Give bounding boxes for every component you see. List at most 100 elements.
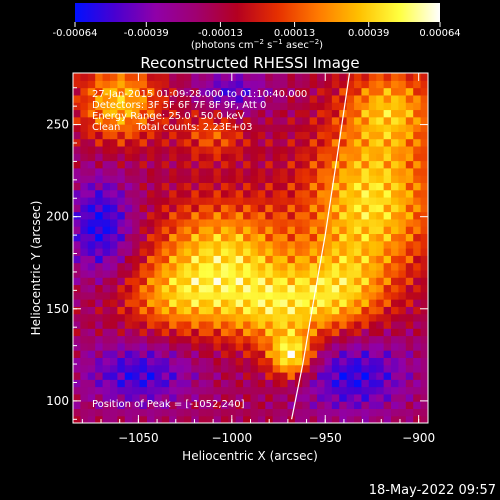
heatmap-cell: [117, 109, 126, 118]
heatmap-cell: [302, 364, 311, 373]
heatmap-cell: [287, 408, 296, 417]
heatmap-cell: [87, 255, 96, 264]
heatmap-cell: [294, 386, 303, 395]
heatmap-cell: [73, 211, 81, 220]
heatmap-cell: [405, 167, 414, 176]
heatmap-cell: [294, 153, 303, 162]
heatmap-cell: [95, 335, 104, 344]
heatmap-cell: [250, 211, 259, 220]
heatmap-cell: [73, 226, 81, 235]
heatmap-cell: [87, 364, 96, 373]
heatmap-cell: [132, 233, 141, 242]
heatmap-cell: [368, 386, 377, 395]
heatmap-cell: [361, 371, 370, 380]
heatmap-cell: [398, 189, 407, 198]
y-tick-label: 200: [46, 210, 69, 224]
heatmap-cell: [169, 371, 178, 380]
heatmap-cell: [220, 218, 229, 227]
heatmap-cell: [413, 379, 422, 388]
heatmap-cell: [354, 218, 363, 227]
heatmap-cell: [302, 335, 311, 344]
heatmap-cell: [73, 408, 81, 417]
heatmap-cell: [243, 211, 252, 220]
heatmap-cell: [80, 218, 89, 227]
heatmap-cell: [220, 73, 229, 81]
heatmap-cell: [146, 233, 155, 242]
heatmap-cell: [191, 138, 200, 147]
heatmap-cell: [250, 284, 259, 293]
heatmap-cell: [265, 313, 274, 322]
heatmap-cell: [420, 153, 428, 162]
heatmap-cell: [235, 320, 244, 329]
heatmap-cell: [243, 182, 252, 191]
heatmap-cell: [198, 182, 207, 191]
heatmap-cell: [413, 335, 422, 344]
heatmap-cell: [154, 335, 163, 344]
heatmap-cell: [139, 393, 148, 402]
heatmap-cell: [146, 277, 155, 286]
heatmap-cell: [383, 211, 392, 220]
heatmap-cell: [361, 138, 370, 147]
heatmap-cell: [354, 160, 363, 169]
heatmap-cell: [383, 364, 392, 373]
heatmap-cell: [198, 350, 207, 358]
heatmap-cell: [339, 131, 348, 140]
heatmap-cell: [191, 255, 200, 264]
heatmap-cell: [191, 277, 200, 286]
heatmap-cell: [183, 342, 192, 351]
heatmap-cell: [243, 335, 252, 344]
heatmap-cell: [109, 87, 118, 96]
heatmap-cell: [309, 196, 318, 205]
heatmap-cell: [169, 233, 178, 242]
heatmap-cell: [117, 204, 126, 213]
heatmap-cell: [309, 291, 318, 300]
heatmap-cell: [117, 73, 126, 81]
heatmap-cell: [287, 109, 296, 118]
heatmap-cell: [317, 94, 326, 103]
heatmap-cell: [220, 342, 229, 351]
heatmap-cell: [124, 196, 133, 205]
heatmap-cell: [146, 204, 155, 213]
heatmap-cell: [191, 87, 200, 96]
heatmap-cell: [376, 313, 385, 322]
heatmap-cell: [324, 371, 333, 380]
heatmap-cell: [191, 306, 200, 315]
heatmap-cell: [80, 401, 89, 410]
heatmap-cell: [87, 240, 96, 249]
heatmap-cell: [109, 226, 118, 235]
heatmap-cell: [139, 116, 148, 125]
heatmap-cell: [272, 335, 281, 344]
heatmap-cell: [169, 342, 178, 351]
heatmap-cell: [287, 357, 296, 366]
heatmap-cell: [176, 73, 185, 81]
heatmap-cell: [405, 73, 414, 81]
heatmap-cell: [154, 102, 163, 111]
heatmap-cell: [154, 233, 163, 242]
heatmap-cell: [331, 226, 340, 235]
heatmap-cell: [146, 175, 155, 183]
heatmap-cell: [257, 379, 266, 388]
heatmap-cell: [272, 313, 281, 322]
heatmap-cell: [176, 196, 185, 205]
heatmap-cell: [317, 269, 326, 278]
heatmap-cell: [228, 153, 237, 162]
heatmap-cell: [109, 408, 118, 417]
heatmap-cell: [154, 269, 163, 278]
heatmap-cell: [324, 80, 333, 89]
heatmap-cell: [420, 277, 428, 286]
heatmap-cell: [346, 196, 355, 205]
heatmap-cell: [176, 131, 185, 140]
heatmap-cell: [257, 371, 266, 380]
heatmap-cell: [405, 248, 414, 256]
heatmap-cell: [95, 255, 104, 264]
heatmap-cell: [243, 415, 252, 423]
heatmap-cell: [102, 401, 111, 410]
heatmap-cell: [331, 393, 340, 402]
heatmap-cell: [102, 131, 111, 140]
heatmap-cell: [117, 211, 126, 220]
heatmap-cell: [398, 226, 407, 235]
heatmap-cell: [413, 262, 422, 271]
heatmap-cell: [124, 175, 133, 183]
heatmap-cell: [420, 240, 428, 249]
